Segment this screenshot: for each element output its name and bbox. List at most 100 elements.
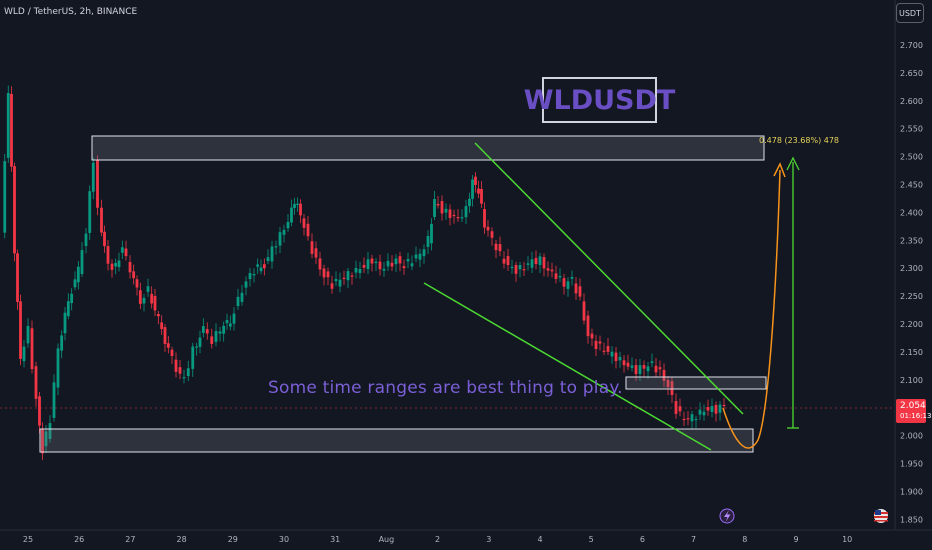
candle-body [410, 263, 414, 267]
price-axis-label: 1.850 [900, 515, 923, 524]
candle-body [117, 260, 121, 268]
time-axis-label: 7 [691, 535, 696, 544]
candle-body [170, 349, 174, 357]
candle-body [538, 256, 542, 265]
candle-body [436, 203, 440, 206]
candle-body [346, 271, 350, 281]
candle-body [590, 333, 594, 339]
candle-body [706, 407, 710, 411]
candle-body [138, 290, 142, 304]
candle-body [132, 271, 136, 279]
candle-body [270, 246, 274, 262]
candle-body [326, 271, 330, 278]
candle-body [722, 404, 726, 407]
candle-body [354, 268, 358, 273]
time-axis-label: 3 [486, 535, 491, 544]
candle-body [244, 281, 248, 288]
candle-body [522, 269, 526, 271]
candle-body [586, 315, 590, 337]
bolt-icon[interactable] [719, 508, 735, 524]
candle-body [546, 268, 550, 271]
resistance-zone[interactable] [91, 135, 765, 161]
candle-body [456, 217, 460, 219]
candle-body [266, 257, 270, 262]
candle-body [666, 379, 670, 388]
price-axis-label: 2.450 [900, 181, 923, 190]
candle-body [63, 312, 67, 334]
candle-body [366, 259, 370, 269]
price-axis-label: 2.300 [900, 264, 923, 273]
candle-body [248, 273, 252, 280]
candle-body [494, 243, 498, 251]
upper-trendline[interactable] [474, 142, 744, 415]
candle-body [654, 365, 658, 373]
symbol-header[interactable]: WLD / TetherUS, 2h, BINANCE [4, 7, 138, 17]
candle-body [84, 233, 88, 247]
candle-body [342, 277, 346, 279]
candle-body [498, 244, 502, 252]
candle-body [186, 368, 190, 377]
support-zone[interactable] [39, 428, 754, 453]
time-axis-label: Aug [379, 535, 395, 544]
projection-path[interactable] [722, 169, 781, 449]
price-axis-label: 2.550 [900, 125, 923, 134]
candle-body [160, 322, 164, 330]
lower-trendline[interactable] [423, 282, 712, 451]
breakout-zone[interactable] [625, 376, 767, 390]
candle-body [554, 273, 558, 279]
time-axis-label: 25 [23, 535, 33, 544]
time-axis[interactable]: 25 26 27 28 29 30 31 Aug 2 3 4 5 6 7 8 9 10 [23, 535, 852, 544]
candle-body [120, 247, 124, 253]
price-axis[interactable]: 2.700 2.650 2.600 2.550 2.500 2.450 2.400 2.350… [900, 41, 923, 524]
candle-body [422, 249, 426, 257]
candle-body [142, 297, 146, 304]
time-axis-label: 6 [640, 535, 645, 544]
candle-body [278, 232, 282, 246]
candle-body [486, 226, 490, 231]
candle-countdown: 01:16:13 [900, 412, 932, 420]
candle-body [370, 258, 374, 264]
candle-body [52, 382, 56, 418]
price-axis-label: 2.600 [900, 97, 923, 106]
candle-body [338, 279, 342, 287]
chart-note: Some time ranges are best thing to play. [268, 378, 623, 398]
candle-body [658, 367, 662, 370]
candle-body [166, 343, 170, 348]
candle-body [44, 431, 48, 447]
candle-body [490, 231, 494, 238]
candle-body [646, 366, 650, 372]
price-axis-label: 1.950 [900, 460, 923, 469]
candle-body [610, 351, 614, 357]
candle-body [534, 258, 538, 265]
candle-body [198, 337, 202, 347]
candle-body [13, 166, 16, 254]
price-axis-label: 2.200 [900, 320, 923, 329]
time-axis-label: 4 [537, 535, 542, 544]
time-axis-label: 5 [589, 535, 594, 544]
candle-body [510, 266, 514, 269]
candle-body [214, 331, 218, 342]
candle-body [414, 254, 418, 259]
candle-body [350, 275, 354, 277]
candle-body [124, 248, 128, 257]
candle-body [252, 273, 256, 276]
candle-body [506, 256, 510, 266]
currency-button[interactable]: USDT [896, 3, 924, 23]
candle-body [406, 259, 410, 262]
candle-body [334, 278, 338, 282]
candle-body [103, 231, 106, 247]
candle-body [296, 203, 299, 205]
candle-body [670, 381, 674, 395]
candle-body [302, 218, 306, 228]
candle-body [448, 209, 452, 218]
candle-body [662, 370, 666, 381]
candle-body [386, 261, 390, 267]
time-axis-label: 31 [330, 535, 340, 544]
candle-body [128, 261, 132, 273]
us-flag-icon[interactable] [874, 509, 888, 523]
time-axis-label: 9 [793, 535, 798, 544]
candle-body [574, 283, 578, 294]
candle-body [153, 296, 157, 311]
candle-body [3, 161, 7, 233]
